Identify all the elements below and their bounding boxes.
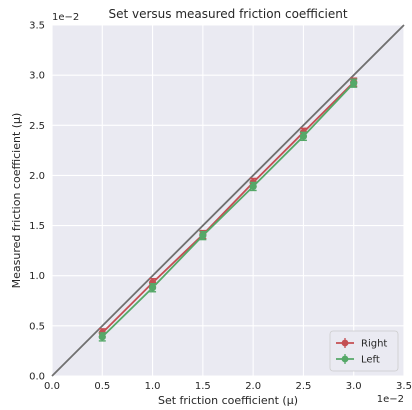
y-tick-label: 3.5: [29, 21, 45, 32]
data-point: [98, 333, 106, 341]
x-tick-label: 1.0: [145, 381, 161, 392]
chart-title: Set versus measured friction coefficient: [108, 7, 347, 21]
reference-diagonal-line: [51, 24, 405, 377]
y-tick-label: 3.0: [29, 71, 45, 82]
x-axis-label: Set friction coefficient (μ): [158, 394, 298, 407]
legend-label: Right: [361, 339, 387, 350]
x-tick-label: 2.5: [295, 381, 311, 392]
x-tick-label: 0.5: [94, 381, 110, 392]
legend-item-left: Left: [336, 354, 380, 366]
legend: Right Left: [329, 330, 399, 372]
y-tick-label: 1.5: [29, 221, 45, 232]
series-left: [98, 78, 358, 342]
series-line: [101, 82, 355, 338]
legend-item-right: Right: [336, 338, 387, 350]
tick-labels: 0.0 0.5 1.0 1.5 2.0 2.5 3.0 3.5 0.0 0.5 1.0 1.5 2.0 2…: [29, 21, 412, 393]
legend-label: Left: [361, 355, 380, 366]
data-point: [148, 279, 157, 287]
data-point: [199, 232, 207, 240]
x-tick-label: 3.5: [396, 381, 412, 392]
series-layer: [98, 77, 358, 342]
data-point: [148, 284, 157, 292]
y-axis-multiplier: 1e−2: [52, 12, 79, 23]
y-axis-label: Measured friction coefficient (μ): [10, 113, 23, 289]
series-line: [101, 81, 355, 334]
y-tick-label: 0.5: [29, 321, 45, 332]
x-tick-label: 3.0: [346, 381, 362, 392]
x-tick-label: 0.0: [44, 381, 60, 392]
x-tick-label: 1.5: [195, 381, 211, 392]
y-tick-label: 2.5: [29, 121, 45, 132]
legend-marker: [341, 355, 349, 363]
y-tick-label: 1.0: [29, 271, 45, 282]
x-axis-multiplier: 1e−2: [377, 394, 404, 405]
legend-marker: [341, 339, 349, 347]
y-tick-label: 2.0: [29, 171, 45, 182]
data-point: [299, 132, 308, 140]
data-point: [350, 79, 358, 87]
x-tick-label: 2.0: [245, 381, 261, 392]
y-tick-label: 0.0: [29, 372, 45, 383]
reference-line: [51, 24, 405, 377]
data-point: [249, 182, 257, 191]
grid-lines: [51, 24, 405, 377]
